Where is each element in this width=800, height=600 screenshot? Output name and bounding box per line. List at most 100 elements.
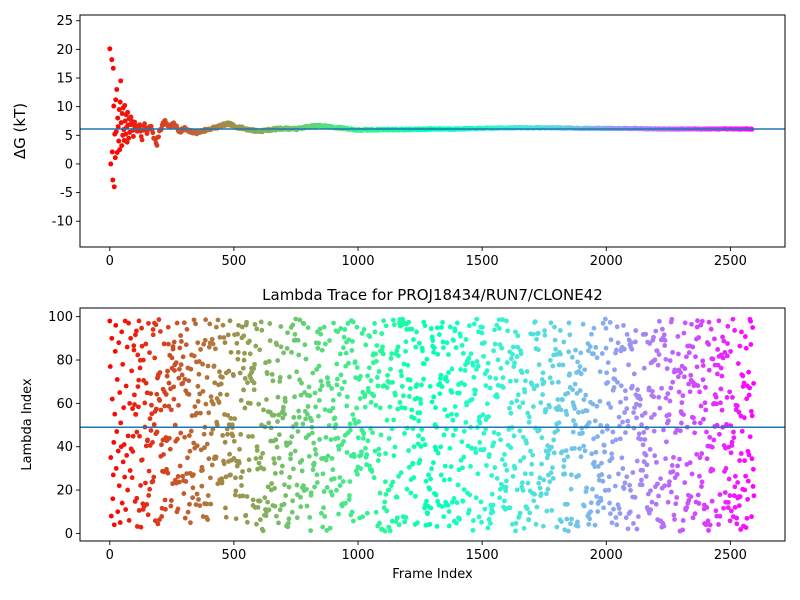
lambda-point <box>724 422 729 427</box>
lambda-point <box>608 511 613 517</box>
lambda-point <box>497 495 503 501</box>
lambda-point <box>521 525 527 531</box>
lambda-point <box>113 322 119 328</box>
lambda-point <box>586 521 592 527</box>
lambda-point <box>329 386 335 391</box>
lambda-point <box>563 448 569 454</box>
lambda-point <box>663 395 669 401</box>
delta-g-point <box>109 57 115 63</box>
lambda-point <box>627 509 633 515</box>
lambda-point <box>647 341 653 346</box>
lambda-point <box>168 498 174 503</box>
lambda-point <box>295 429 301 434</box>
lambda-point <box>273 437 279 443</box>
lambda-point <box>739 428 745 434</box>
lambda-point <box>258 455 264 461</box>
lambda-point <box>512 360 517 366</box>
lambda-point <box>145 437 150 443</box>
lambda-point <box>468 351 474 357</box>
lambda-point <box>437 391 443 397</box>
lambda-point <box>525 410 531 416</box>
lambda-point <box>530 331 536 337</box>
lambda-point <box>372 448 378 454</box>
lambda-point <box>579 430 585 436</box>
delta-g-point <box>117 147 123 153</box>
delta-g-point <box>119 111 125 116</box>
lambda-point <box>197 391 203 397</box>
y-tick-label: 60 <box>56 397 73 412</box>
lambda-point <box>742 487 748 493</box>
lambda-point <box>325 375 330 381</box>
lambda-point <box>594 403 600 409</box>
lambda-point <box>678 370 684 376</box>
lambda-point <box>697 420 703 426</box>
lambda-point <box>299 380 304 386</box>
lambda-point <box>208 501 214 507</box>
chart-title: Lambda Trace for PROJ18434/RUN7/CLONE42 <box>262 286 603 304</box>
lambda-point <box>209 336 215 342</box>
lambda-point <box>148 428 154 433</box>
lambda-point <box>299 468 305 474</box>
lambda-point <box>427 486 433 492</box>
lambda-point <box>289 509 295 515</box>
lambda-point <box>433 492 439 498</box>
lambda-point <box>238 397 244 403</box>
lambda-point <box>510 351 515 357</box>
lambda-point <box>267 338 273 344</box>
lambda-point <box>591 325 597 331</box>
lambda-point <box>485 360 491 366</box>
lambda-point <box>251 366 257 371</box>
lambda-point <box>276 432 282 438</box>
x-tick-label: 2500 <box>714 254 747 269</box>
delta-g-point <box>116 107 122 112</box>
lambda-point <box>298 494 303 500</box>
lambda-point <box>550 475 556 481</box>
lambda-point <box>390 317 396 323</box>
lambda-point <box>310 370 316 376</box>
lambda-point <box>534 504 540 510</box>
lambda-point <box>504 478 509 484</box>
lambda-point <box>433 405 438 411</box>
lambda-point <box>126 320 132 326</box>
lambda-point <box>409 326 415 332</box>
lambda-point <box>565 528 571 534</box>
lambda-point <box>337 483 343 488</box>
lambda-point <box>611 385 617 390</box>
lambda-point <box>555 427 560 433</box>
lambda-point <box>216 400 222 405</box>
lambda-point <box>698 403 704 409</box>
lambda-point <box>170 481 175 487</box>
lambda-point <box>528 471 534 477</box>
lambda-point <box>291 415 297 420</box>
lambda-point <box>122 318 128 324</box>
lambda-point <box>176 375 182 381</box>
lambda-point <box>592 522 598 528</box>
lambda-point <box>631 410 636 416</box>
lambda-point <box>507 378 513 384</box>
lambda-point <box>531 386 537 392</box>
lambda-point <box>743 525 749 530</box>
lambda-point <box>571 445 577 451</box>
lambda-point <box>452 404 458 409</box>
lambda-point <box>640 467 646 473</box>
lambda-point <box>193 321 198 327</box>
lambda-point <box>447 324 453 330</box>
lambda-point <box>595 434 600 439</box>
lambda-point <box>706 319 712 325</box>
lambda-point <box>706 367 712 373</box>
lambda-point <box>331 320 336 326</box>
lambda-point <box>643 331 649 337</box>
lambda-point <box>416 340 422 346</box>
lambda-point <box>177 463 183 469</box>
lambda-point <box>418 444 424 449</box>
lambda-point <box>134 429 140 435</box>
lambda-point <box>718 400 723 406</box>
lambda-point <box>413 344 419 350</box>
lambda-point <box>134 524 140 529</box>
lambda-point <box>165 368 170 374</box>
lambda-point <box>393 392 398 398</box>
lambda-point <box>113 465 119 471</box>
lambda-point <box>200 388 206 394</box>
lambda-point <box>628 487 633 493</box>
lambda-point <box>619 455 625 461</box>
